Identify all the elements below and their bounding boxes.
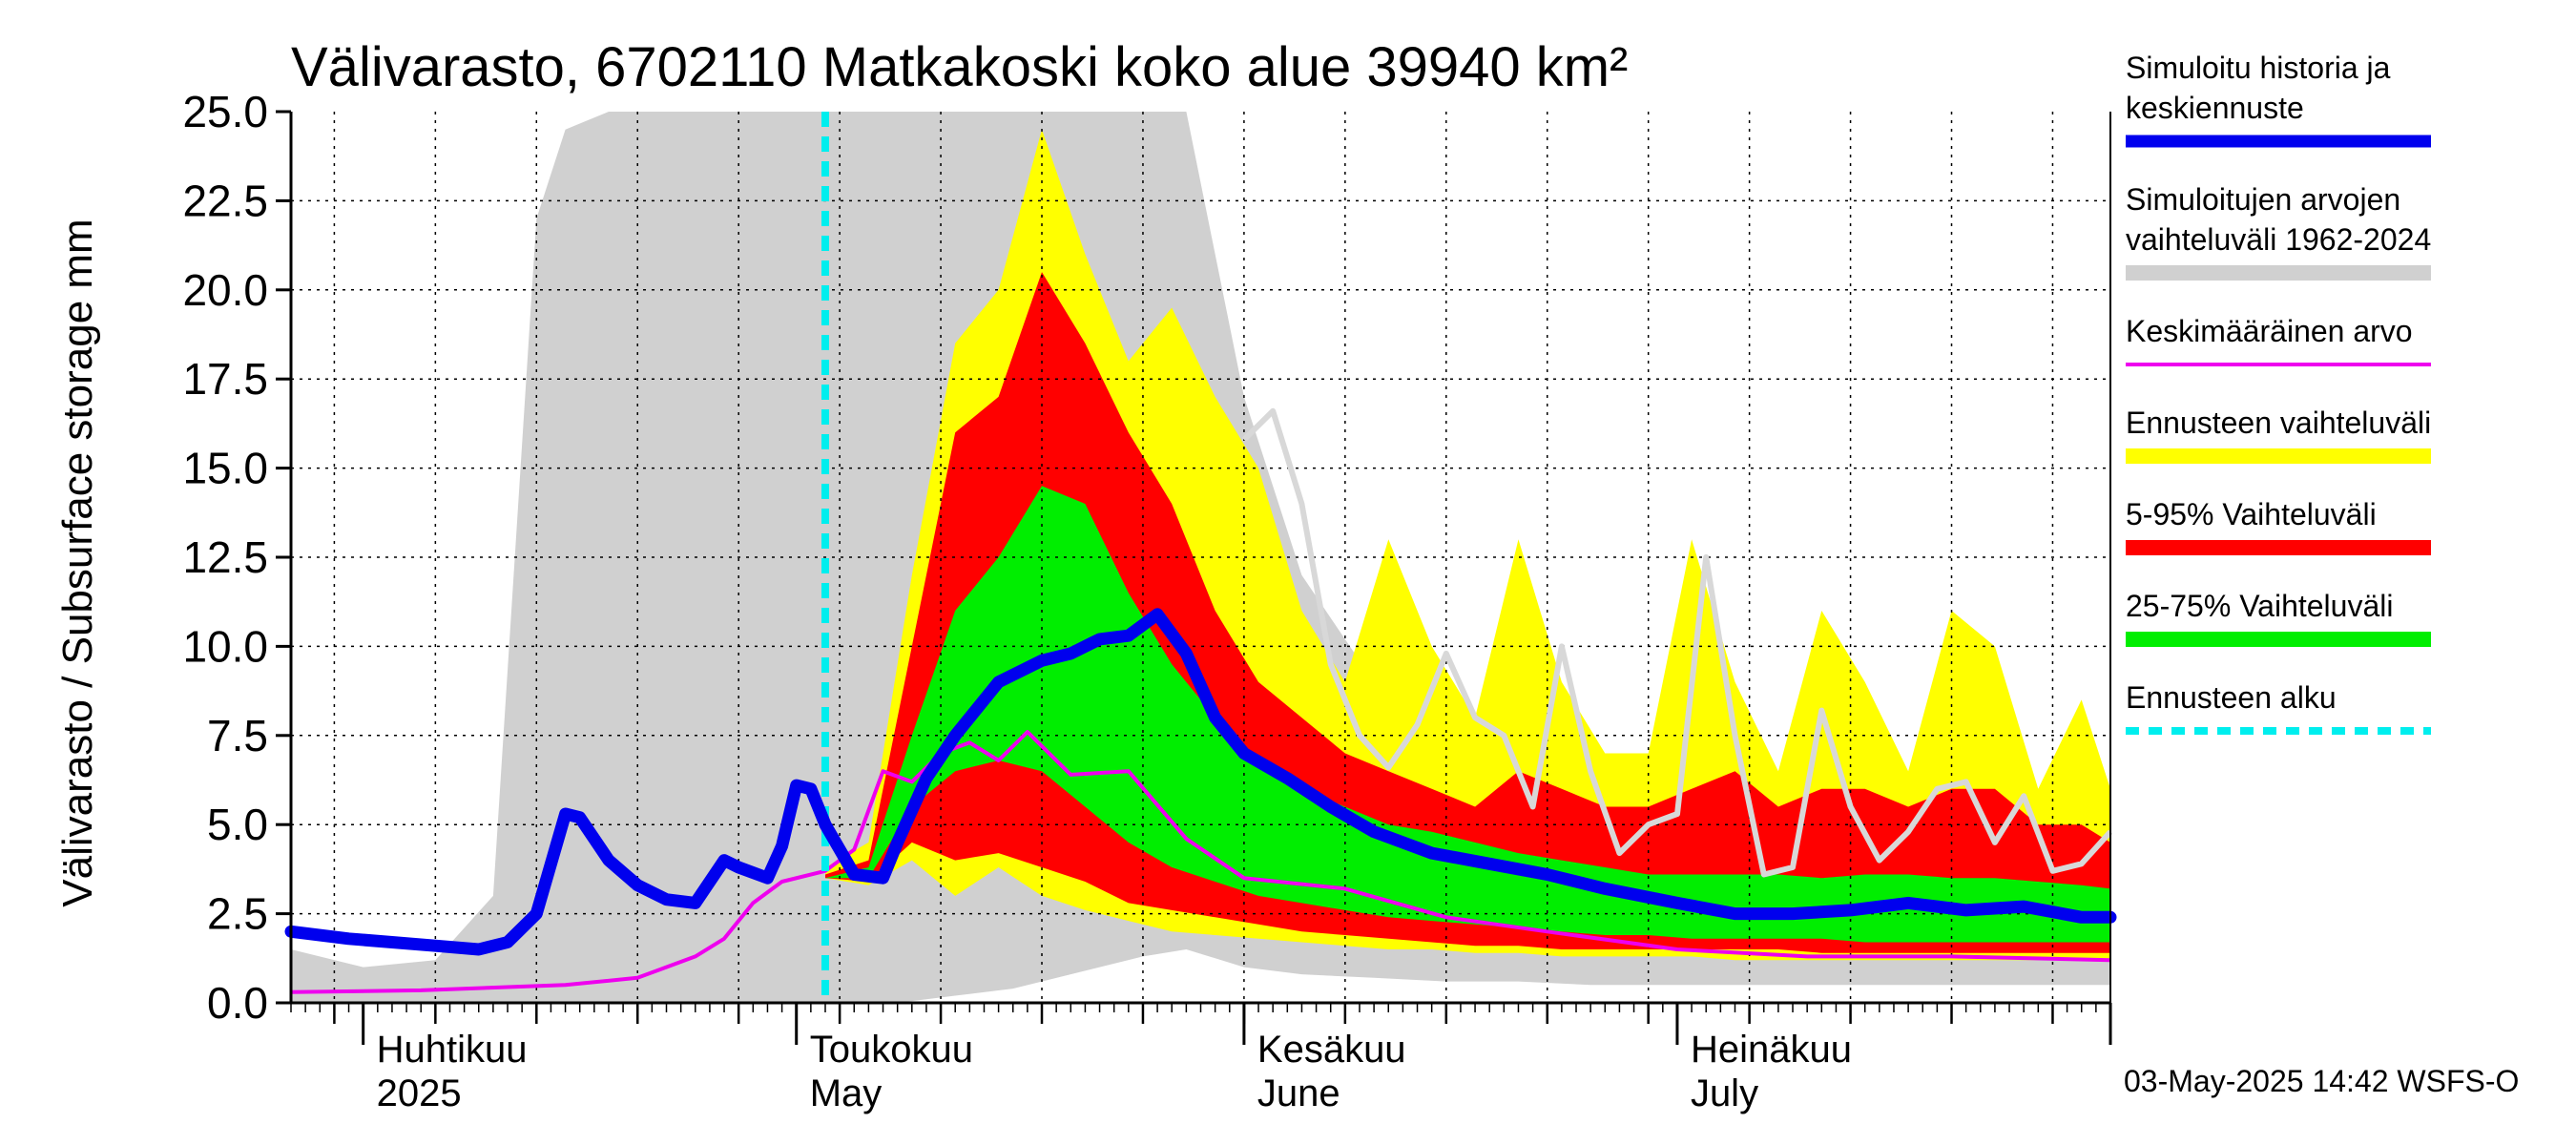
legend-label: keskiennuste <box>2126 91 2304 125</box>
legend-label: Simuloitu historia ja <box>2126 51 2391 85</box>
legend-label: Keskimääräinen arvo <box>2126 314 2413 348</box>
legend-label: Ennusteen alku <box>2126 680 2337 715</box>
mean-value-line <box>290 730 2111 994</box>
legend-item: Ennusteen vaihteluväli <box>2126 406 2431 464</box>
y-tick-label: 17.5 <box>182 354 268 404</box>
grey-series-line <box>1241 407 2113 878</box>
legend-item: 5-95% Vaihteluväli <box>2126 497 2431 555</box>
legend-label: vaihteluväli 1962-2024 <box>2126 222 2431 257</box>
month-label-fi: Heinäkuu <box>1691 1029 1852 1071</box>
legend-item: Keskimääräinen arvo <box>2126 314 2431 366</box>
y-tick-label: 22.5 <box>182 176 268 225</box>
legend-label: Ennusteen vaihteluväli <box>2126 406 2431 440</box>
legend-item: 25-75% Vaihteluväli <box>2126 589 2431 647</box>
month-label-en: July <box>1691 1072 1758 1114</box>
y-axis-label: Välivarasto / Subsurface storage mm <box>54 219 101 906</box>
legend-item: Simuloitujen arvojen vaihteluväli 1962-20… <box>2126 182 2431 281</box>
legend-item: Simuloitu historia ja keskiennuste <box>2126 51 2431 148</box>
legend-label: Simuloitujen arvojen <box>2126 182 2400 217</box>
legend-swatch <box>2126 632 2431 647</box>
simulated-mean-line <box>284 608 2117 956</box>
legend-swatch <box>2126 540 2431 555</box>
legend-item: Ennusteen alku <box>2126 680 2431 735</box>
y-tick-label: 7.5 <box>207 711 268 760</box>
timestamp-footer: 03-May-2025 14:42 WSFS-O <box>2124 1064 2519 1098</box>
y-tick-label: 10.0 <box>182 621 268 671</box>
month-label-en: June <box>1257 1072 1340 1114</box>
chart-title: Välivarasto, 6702110 Matkakoski koko alu… <box>291 36 1628 98</box>
legend-label: 25-75% Vaihteluväli <box>2126 589 2393 623</box>
month-label-fi: Toukokuu <box>810 1029 973 1071</box>
y-tick-label: 25.0 <box>182 87 268 136</box>
month-label-en: May <box>810 1072 883 1114</box>
month-label-fi: Kesäkuu <box>1257 1029 1406 1071</box>
month-label-fi: Huhtikuu <box>377 1029 528 1071</box>
month-label-en: 2025 <box>377 1072 462 1114</box>
y-tick-label: 20.0 <box>182 265 268 315</box>
y-tick-label: 2.5 <box>207 889 268 939</box>
legend-swatch <box>2126 448 2431 464</box>
legend-swatch <box>2126 265 2431 281</box>
p25-75-band <box>825 486 2110 943</box>
y-tick-label: 12.5 <box>182 532 268 582</box>
legend-label: 5-95% Vaihteluväli <box>2126 497 2377 531</box>
y-tick-label: 15.0 <box>182 444 268 493</box>
y-tick-label: 5.0 <box>207 800 268 849</box>
y-tick-label: 0.0 <box>207 978 268 1028</box>
legend: Simuloitu historia jakeskiennusteSimuloi… <box>2126 51 2431 735</box>
